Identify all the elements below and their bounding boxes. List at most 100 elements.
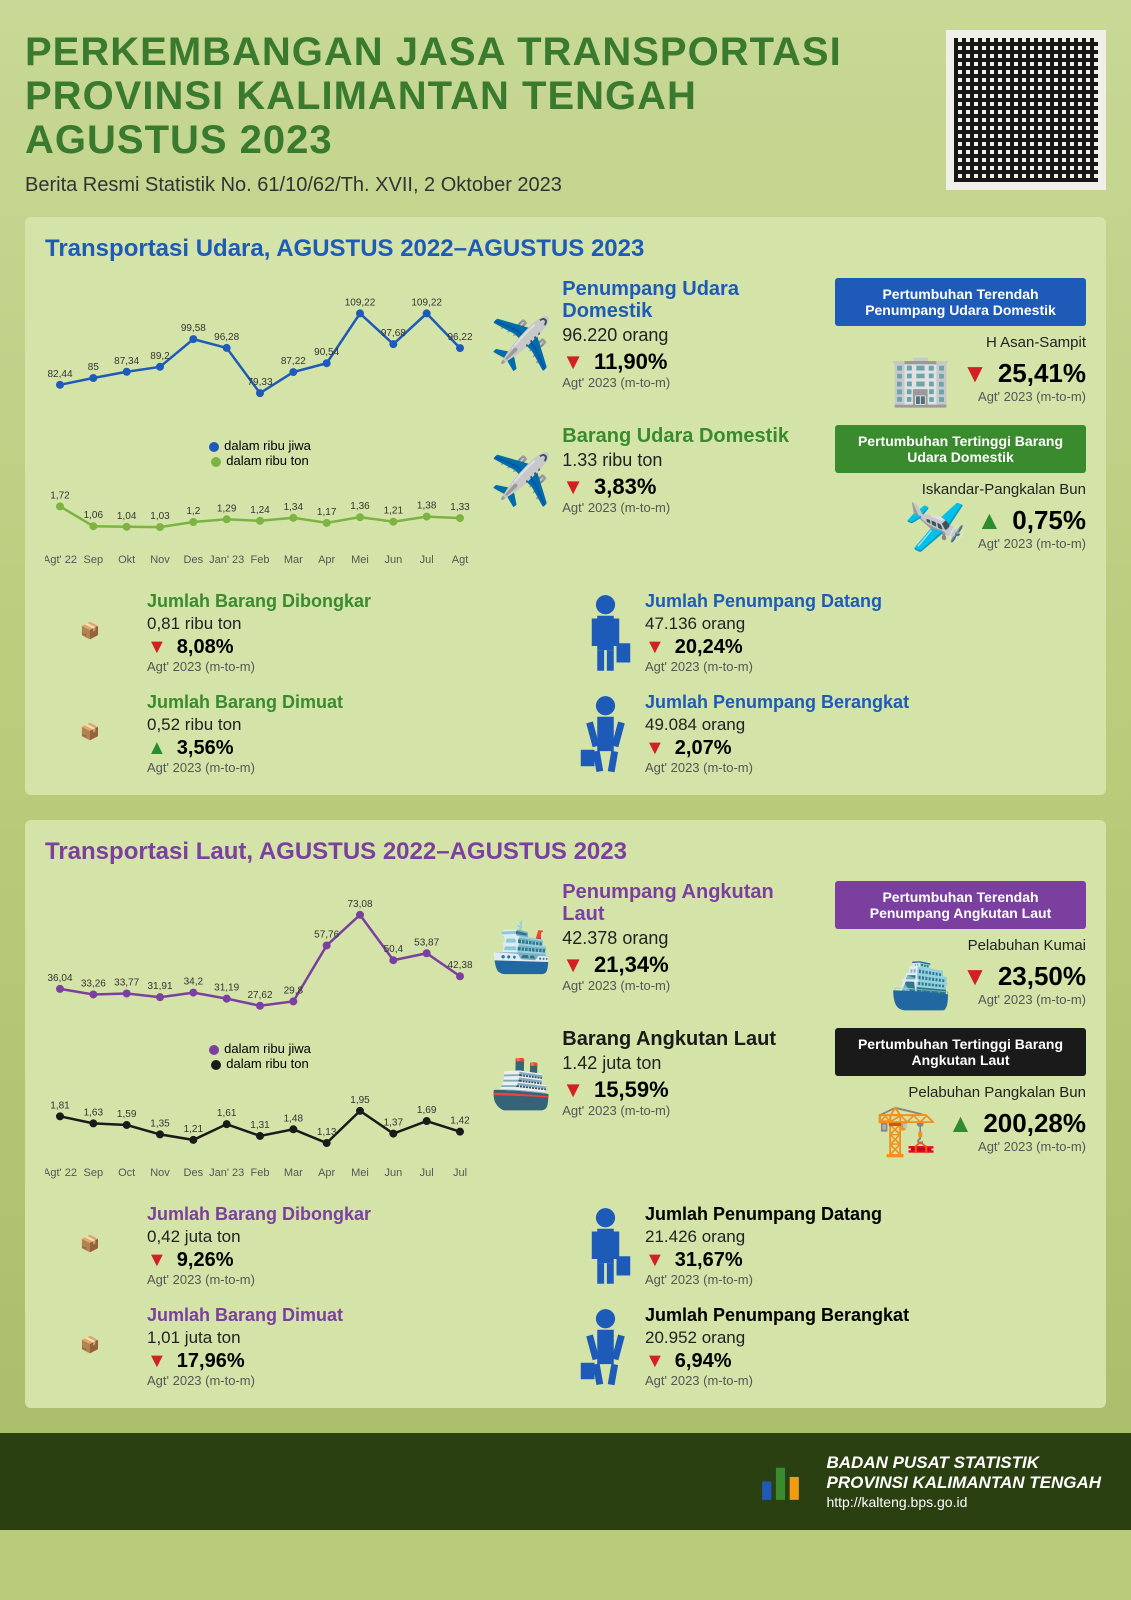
udara-dibongkar-value: 0,81 ribu ton [147, 614, 371, 634]
laut-berangkat-value: 20.952 orang [645, 1328, 909, 1348]
laut-tertinggi-banner: Pertumbuhan Tertinggi Barang Angkutan La… [835, 1028, 1086, 1076]
svg-text:1,69: 1,69 [417, 1105, 437, 1116]
laut-barang-change: 15,59% [594, 1077, 669, 1103]
laut-right: Pertumbuhan Terendah Penumpang Angkutan … [835, 881, 1086, 1186]
udara-berangkat-period: Agt' 2023 (m-to-m) [645, 760, 909, 775]
svg-text:Agt: Agt [452, 554, 469, 566]
udara-charts: 82,448587,3489,299,5896,2879,3387,2290,5… [45, 278, 475, 573]
udara-right: Pertumbuhan Terendah Penumpang Udara Dom… [835, 278, 1086, 573]
udara-berangkat-change: 2,07% [675, 737, 732, 760]
svg-text:1,59: 1,59 [117, 1109, 137, 1120]
airport-icon: 🏢 [890, 351, 952, 410]
ferry-icon: ⛴️ [890, 954, 952, 1013]
box-closed-icon: 📦 [45, 1305, 135, 1385]
svg-text:57,76: 57,76 [314, 929, 339, 940]
svg-text:96,22: 96,22 [447, 332, 472, 343]
svg-text:1,29: 1,29 [217, 503, 237, 514]
cargo-ship-icon: 🚢 [490, 1054, 552, 1113]
laut-penumpang-title: Penumpang Angkutan Laut [562, 881, 820, 925]
svg-text:33,26: 33,26 [81, 978, 106, 989]
laut-dibongkar-period: Agt' 2023 (m-to-m) [147, 1272, 371, 1287]
svg-text:1,06: 1,06 [84, 510, 104, 521]
svg-text:1,03: 1,03 [150, 511, 170, 522]
svg-text:1,2: 1,2 [186, 506, 200, 517]
footer: BADAN PUSAT STATISTIK PROVINSI KALIMANTA… [0, 1433, 1131, 1530]
udara-penumpang-title: Penumpang Udara Domestik [562, 278, 820, 322]
svg-text:1,95: 1,95 [350, 1095, 370, 1106]
svg-text:82,44: 82,44 [47, 369, 72, 380]
svg-text:96,28: 96,28 [214, 332, 239, 343]
laut-barang-period: Agt' 2023 (m-to-m) [562, 1103, 776, 1118]
title-block: PERKEMBANGAN JASA TRANSPORTASI PROVINSI … [25, 30, 842, 197]
laut-barang-title: Barang Angkutan Laut [562, 1028, 776, 1050]
laut-terendah-banner: Pertumbuhan Terendah Penumpang Angkutan … [835, 881, 1086, 929]
plane-cargo-icon: 🛩️ [904, 498, 966, 557]
svg-text:Jul: Jul [420, 1167, 434, 1179]
laut-terendah-label: Pelabuhan Kumai [835, 937, 1086, 954]
svg-text:42,38: 42,38 [447, 960, 472, 971]
udara-dimuat-change: 3,56% [177, 737, 234, 760]
laut-berangkat-period: Agt' 2023 (m-to-m) [645, 1373, 909, 1388]
svg-text:1,63: 1,63 [84, 1107, 104, 1118]
svg-text:Agt' 22: Agt' 22 [45, 554, 77, 566]
footer-url: http://kalteng.bps.go.id [826, 1494, 1101, 1510]
title-line-2: PROVINSI KALIMANTAN TENGAH [25, 74, 697, 118]
box-open-icon: 📦 [45, 591, 135, 671]
svg-text:109,22: 109,22 [345, 297, 376, 308]
footer-org-2: PROVINSI KALIMANTAN TENGAH [826, 1473, 1101, 1492]
qr-code [946, 30, 1106, 190]
svg-text:1,17: 1,17 [317, 507, 337, 518]
udara-dibongkar-change: 8,08% [177, 636, 234, 659]
laut-dibongkar-value: 0,42 juta ton [147, 1227, 371, 1247]
svg-text:1,24: 1,24 [250, 505, 270, 516]
udara-dibongkar-period: Agt' 2023 (m-to-m) [147, 659, 371, 674]
legend-cargo: dalam ribu ton [226, 453, 308, 468]
udara-berangkat-title: Jumlah Penumpang Berangkat [645, 692, 909, 713]
svg-text:Jun: Jun [384, 1167, 402, 1179]
legend-cargo-laut: dalam ribu ton [226, 1056, 308, 1071]
svg-text:1,48: 1,48 [284, 1113, 304, 1124]
svg-text:Mar: Mar [284, 554, 303, 566]
svg-text:1,35: 1,35 [150, 1118, 170, 1129]
passenger-arrive-icon [578, 591, 633, 671]
svg-text:Jun: Jun [384, 554, 402, 566]
laut-berangkat-title: Jumlah Penumpang Berangkat [645, 1305, 909, 1326]
svg-text:34,2: 34,2 [184, 977, 204, 988]
laut-penumpang-value: 42.378 orang [562, 928, 820, 949]
svg-text:Jan' 23: Jan' 23 [209, 554, 244, 566]
plane-icon: ✈️ [490, 315, 552, 374]
udara-barang-title: Barang Udara Domestik [562, 425, 789, 447]
laut-dimuat-period: Agt' 2023 (m-to-m) [147, 1373, 343, 1388]
udara-penumpang-value: 96.220 orang [562, 325, 820, 346]
udara-mid: ✈️ Penumpang Udara Domestik 96.220 orang… [490, 278, 820, 573]
laut-cargo-chart: 1,811,631,591,351,211,611,311,481,131,95… [45, 1081, 475, 1181]
laut-tertinggi-label: Pelabuhan Pangkalan Bun [835, 1084, 1086, 1101]
laut-tertinggi-period: Agt' 2023 (m-to-m) [948, 1139, 1086, 1154]
svg-text:Apr: Apr [318, 554, 335, 566]
svg-text:89,2: 89,2 [150, 351, 170, 362]
svg-text:85: 85 [88, 362, 100, 373]
svg-text:79,33: 79,33 [247, 377, 272, 388]
laut-charts: 36,0433,2633,7731,9134,231,1927,6229,857… [45, 881, 475, 1186]
svg-text:1,33: 1,33 [450, 502, 470, 513]
udara-section-title: Transportasi Udara, AGUSTUS 2022–AGUSTUS… [45, 235, 1086, 263]
udara-tertinggi-pct: 0,75% [1012, 505, 1086, 536]
svg-text:36,04: 36,04 [47, 973, 72, 984]
udara-tertinggi-label: Iskandar-Pangkalan Bun [835, 481, 1086, 498]
laut-berangkat-change: 6,94% [675, 1350, 732, 1373]
udara-datang-change: 20,24% [675, 636, 743, 659]
svg-text:99,58: 99,58 [181, 323, 206, 334]
legend-passengers-laut: dalam ribu jiwa [224, 1041, 311, 1056]
svg-text:Mei: Mei [351, 554, 369, 566]
box-closed-icon: 📦 [45, 692, 135, 772]
laut-mid: 🛳️ Penumpang Angkutan Laut 42.378 orang … [490, 881, 820, 1186]
passenger-depart-icon [578, 1305, 633, 1385]
svg-text:Jul: Jul [453, 1167, 467, 1179]
udara-berangkat-value: 49.084 orang [645, 715, 909, 735]
laut-datang-change: 31,67% [675, 1249, 743, 1272]
svg-text:1,42: 1,42 [450, 1116, 470, 1127]
laut-dimuat-title: Jumlah Barang Dimuat [147, 1305, 343, 1326]
svg-text:73,08: 73,08 [347, 899, 372, 910]
bps-logo-icon [753, 1454, 808, 1509]
udara-penumpang-period: Agt' 2023 (m-to-m) [562, 375, 820, 390]
